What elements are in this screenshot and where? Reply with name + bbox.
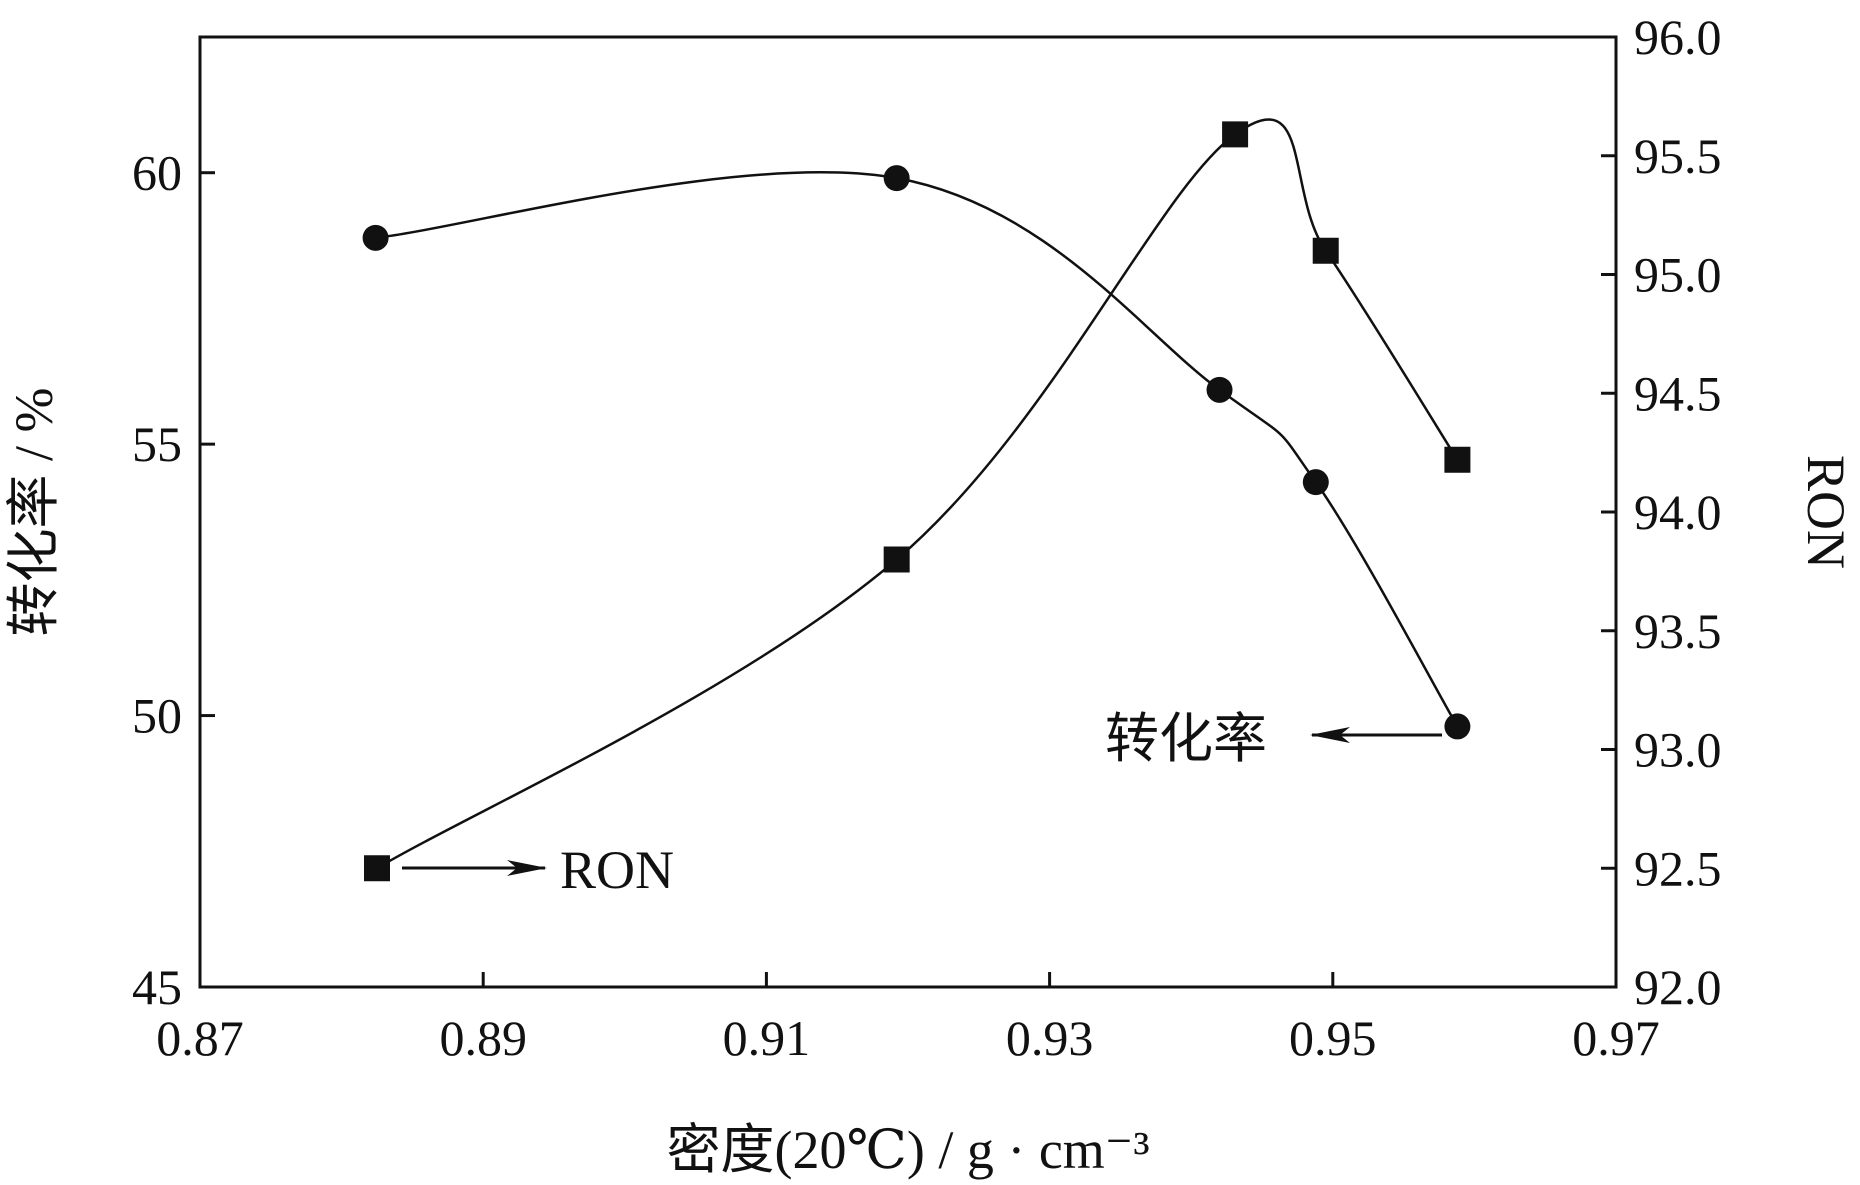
ron-point (1444, 446, 1471, 473)
x-tick-label: 0.87 (156, 1010, 244, 1066)
right-tick-label: 94.5 (1634, 365, 1722, 421)
x-tick-label: 0.91 (723, 1010, 811, 1066)
x-tick-label: 0.97 (1572, 1010, 1660, 1066)
right-tick-label: 95.0 (1634, 247, 1722, 303)
conversion-point (362, 224, 389, 251)
right-tick-label: 93.5 (1634, 603, 1722, 659)
conversion-annotation-label: 转化率 (1105, 709, 1267, 769)
series-markers (362, 121, 1471, 882)
conversion-point (1444, 713, 1471, 740)
left-axis-ticks: 45 50 55 60 (132, 145, 215, 1015)
right-tick-label: 92.5 (1634, 840, 1722, 896)
conversion-point (1206, 376, 1233, 403)
conversion-line (375, 171, 1459, 728)
right-tick-label: 96.0 (1634, 9, 1722, 65)
x-tick-label: 0.95 (1289, 1010, 1377, 1066)
conversion-point (1302, 469, 1329, 496)
left-tick-label: 60 (132, 145, 182, 201)
right-tick-label: 92.0 (1634, 959, 1722, 1015)
right-tick-label: 93.0 (1634, 722, 1722, 778)
ron-point (883, 546, 910, 573)
ron-line (376, 118, 1459, 870)
right-axis-title: RON (1796, 455, 1856, 569)
ron-point (1312, 237, 1339, 264)
left-tick-label: 55 (132, 416, 182, 472)
left-tick-label: 50 (132, 688, 182, 744)
x-tick-label: 0.89 (439, 1010, 527, 1066)
x-tick-label: 0.93 (1006, 1010, 1094, 1066)
ron-annotation-label: RON (560, 840, 674, 900)
ron-annotation: RON (402, 840, 674, 900)
right-tick-label: 94.0 (1634, 484, 1722, 540)
conversion-annotation: 转化率 (1105, 709, 1442, 769)
right-axis-ticks: 92.0 92.5 93.0 93.5 94.0 94.5 95.0 95.5 96.0 (1601, 9, 1722, 1015)
left-axis-title: 转化率 / % (4, 388, 64, 637)
series-curves (375, 118, 1459, 870)
left-tick-label: 45 (132, 959, 182, 1015)
right-tick-label: 95.5 (1634, 128, 1722, 184)
conversion-point (883, 165, 910, 192)
x-axis-title: 密度(20℃) / g · cm⁻³ (666, 1120, 1149, 1180)
x-axis-ticks: 0.87 0.89 0.91 0.93 0.95 0.97 (156, 972, 1660, 1066)
ron-point (364, 855, 390, 882)
ron-point (1222, 121, 1249, 148)
